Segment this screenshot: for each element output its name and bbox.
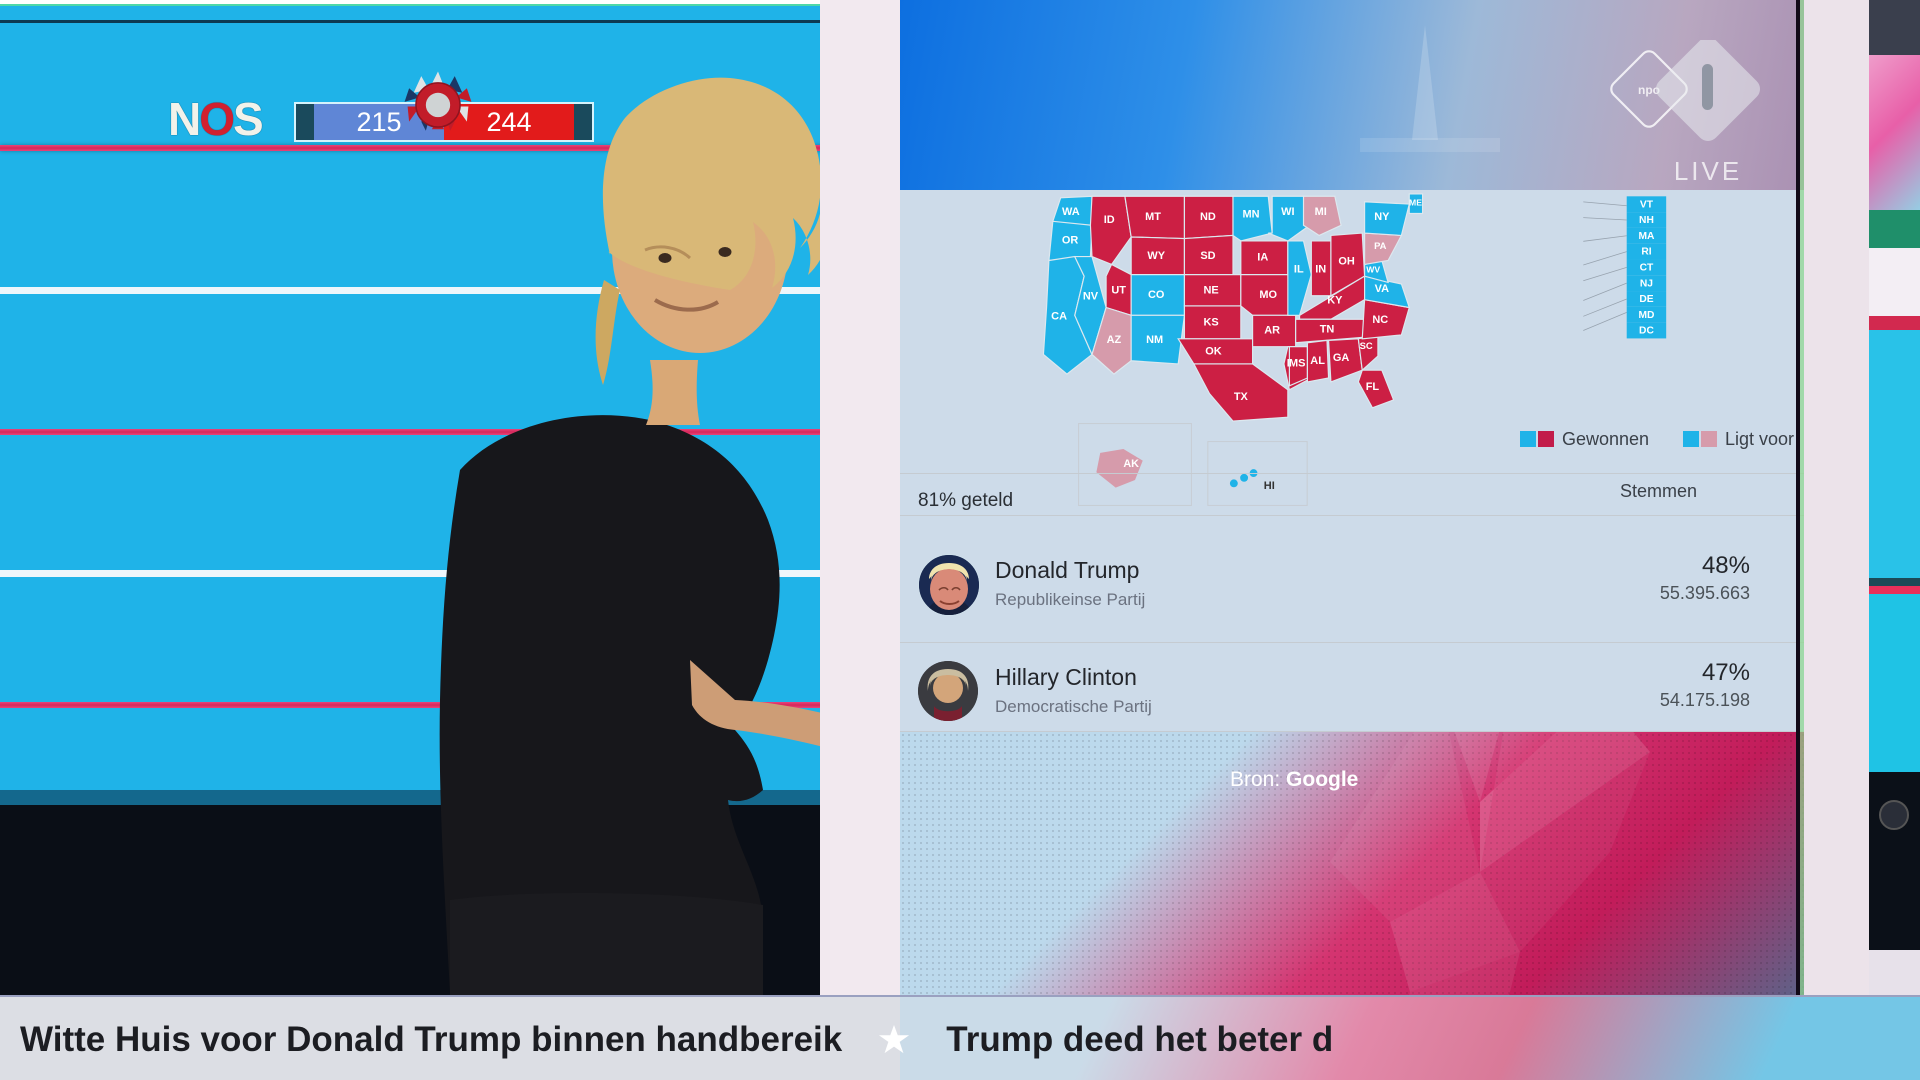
svg-text:NC: NC bbox=[1372, 314, 1388, 326]
svg-text:WI: WI bbox=[1281, 206, 1294, 218]
svg-text:MN: MN bbox=[1242, 208, 1259, 220]
svg-text:RI: RI bbox=[1641, 247, 1651, 258]
svg-text:NE: NE bbox=[1203, 284, 1218, 296]
svg-text:KY: KY bbox=[1327, 295, 1343, 307]
svg-text:HI: HI bbox=[1264, 480, 1275, 492]
svg-text:ND: ND bbox=[1200, 211, 1216, 223]
svg-text:TX: TX bbox=[1234, 391, 1249, 403]
svg-text:ID: ID bbox=[1104, 214, 1115, 226]
svg-text:TN: TN bbox=[1320, 324, 1335, 336]
svg-text:OR: OR bbox=[1062, 234, 1079, 246]
svg-text:DC: DC bbox=[1639, 326, 1654, 337]
svg-text:NJ: NJ bbox=[1640, 278, 1653, 289]
svg-text:UT: UT bbox=[1111, 284, 1126, 296]
svg-text:CA: CA bbox=[1051, 310, 1067, 322]
svg-text:IN: IN bbox=[1315, 263, 1326, 275]
svg-text:PA: PA bbox=[1374, 240, 1387, 251]
svg-text:NM: NM bbox=[1146, 334, 1163, 346]
svg-text:CO: CO bbox=[1148, 289, 1165, 301]
svg-text:MT: MT bbox=[1145, 211, 1161, 223]
svg-text:OH: OH bbox=[1338, 255, 1355, 267]
svg-text:VA: VA bbox=[1375, 283, 1389, 295]
svg-text:NY: NY bbox=[1374, 211, 1390, 223]
svg-text:AZ: AZ bbox=[1107, 334, 1122, 346]
svg-text:WA: WA bbox=[1062, 206, 1080, 218]
svg-text:FL: FL bbox=[1366, 381, 1380, 393]
svg-text:MO: MO bbox=[1259, 289, 1277, 301]
svg-text:SD: SD bbox=[1200, 250, 1215, 262]
svg-text:WY: WY bbox=[1147, 250, 1165, 262]
svg-text:NV: NV bbox=[1083, 291, 1099, 303]
svg-text:MD: MD bbox=[1638, 310, 1654, 321]
svg-text:IL: IL bbox=[1294, 263, 1304, 275]
svg-text:KS: KS bbox=[1203, 317, 1218, 329]
svg-text:AL: AL bbox=[1310, 355, 1325, 367]
svg-text:WV: WV bbox=[1366, 264, 1380, 274]
svg-text:CT: CT bbox=[1640, 263, 1654, 274]
svg-text:LIVE: LIVE bbox=[1674, 156, 1742, 186]
svg-text:MI: MI bbox=[1315, 206, 1327, 218]
svg-text:SC: SC bbox=[1360, 340, 1373, 351]
svg-text:GA: GA bbox=[1333, 352, 1350, 364]
svg-text:NH: NH bbox=[1639, 215, 1654, 226]
svg-text:ME: ME bbox=[1409, 198, 1422, 208]
svg-text:MA: MA bbox=[1638, 231, 1655, 242]
svg-text:DE: DE bbox=[1639, 294, 1653, 305]
svg-text:AR: AR bbox=[1264, 324, 1280, 336]
svg-text:AK: AK bbox=[1123, 458, 1139, 470]
svg-text:IA: IA bbox=[1257, 252, 1268, 264]
svg-text:VT: VT bbox=[1640, 199, 1654, 210]
svg-text:OK: OK bbox=[1205, 346, 1222, 358]
svg-text:MS: MS bbox=[1289, 357, 1305, 369]
